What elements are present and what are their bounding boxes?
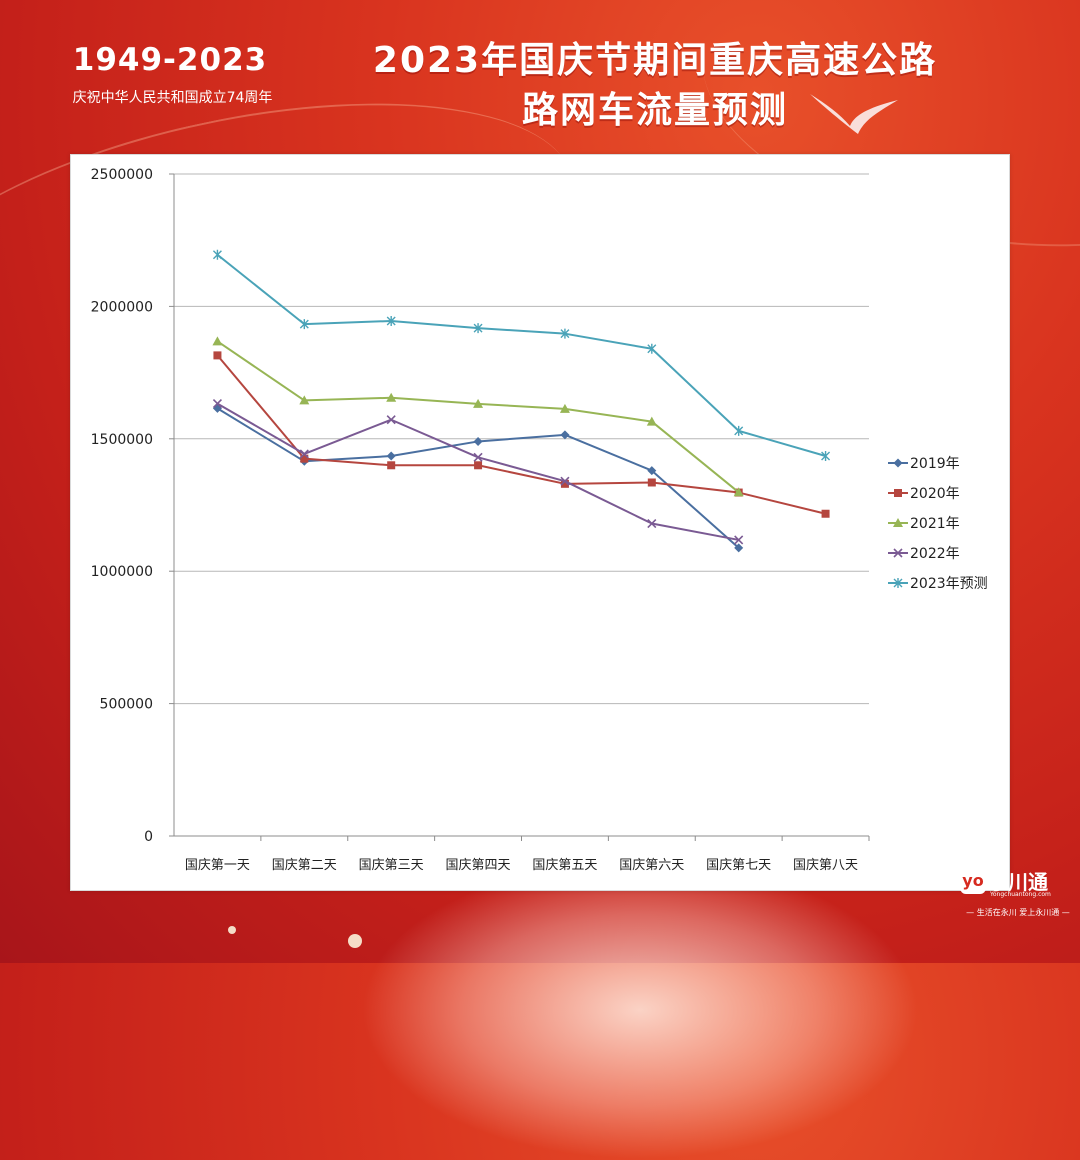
legend-label: 2023年预测	[910, 576, 988, 592]
data-point	[387, 461, 396, 470]
background-glow	[360, 860, 920, 1160]
series-line	[216, 253, 826, 457]
light-dot	[348, 934, 362, 948]
x-tick-label: 国庆第五天	[532, 858, 597, 873]
x-tick-label: 国庆第七天	[706, 858, 771, 873]
data-point	[473, 452, 483, 462]
data-point	[212, 249, 222, 260]
data-point	[300, 454, 309, 463]
data-point	[734, 543, 744, 553]
brand-url: Yongchuantong.com	[990, 891, 1051, 898]
data-point	[821, 509, 830, 518]
x-tick-label: 国庆第一天	[185, 858, 250, 873]
data-point	[647, 466, 657, 476]
series-line	[216, 354, 826, 515]
legend-swatch-marker	[893, 518, 903, 527]
legend-swatch-marker	[893, 578, 903, 588]
data-point	[647, 478, 656, 487]
y-tick-label: 1500000	[91, 432, 153, 448]
y-tick-label: 1000000	[91, 564, 153, 580]
line-chart: 0 500000 1000000 1500000 2000000 2500000 国庆第一天…	[91, 167, 988, 873]
x-tick-label: 国庆第三天	[359, 858, 424, 873]
x-tick-label: 国庆第六天	[619, 858, 684, 873]
data-point	[473, 398, 484, 408]
data-point	[213, 351, 222, 360]
page-title: 2023年国庆节期间重庆高速公路 路网车流量预测	[340, 36, 970, 136]
series-line	[216, 340, 740, 494]
x-tick-label: 国庆第八天	[793, 858, 858, 873]
brand-slogan: — 生活在永川 爱上永川通 —	[966, 908, 1070, 917]
data-point	[299, 449, 309, 459]
data-point	[299, 395, 310, 405]
data-point	[646, 416, 657, 426]
brand-name: 永川通	[988, 870, 1048, 894]
dove-icon	[810, 94, 898, 134]
legend-swatch-marker	[893, 458, 903, 468]
data-point	[821, 451, 831, 462]
chart-panel: 0 500000 1000000 1500000 2000000 2500000 国庆第一天…	[70, 154, 1010, 891]
data-point	[647, 518, 657, 529]
data-point	[560, 476, 570, 486]
data-point	[734, 425, 744, 436]
data-point	[212, 336, 223, 346]
x-tick-label: 国庆第二天	[272, 858, 337, 873]
data-point	[474, 461, 483, 470]
data-point	[560, 328, 570, 339]
data-point	[386, 415, 396, 425]
y-tick-label: 2500000	[91, 167, 153, 183]
legend-swatch-marker	[893, 548, 903, 558]
data-point	[560, 430, 570, 440]
data-point	[733, 487, 744, 497]
y-tick-label: 500000	[100, 697, 153, 713]
data-point	[386, 392, 397, 402]
legend-label: 2022年	[910, 546, 960, 562]
data-point	[299, 319, 309, 330]
data-point	[734, 535, 744, 545]
legend-label: 2021年	[910, 516, 960, 532]
brand-logo[interactable]: yo 永川通 Yongchuantong.com — 生活在永川 爱上永川通 —	[960, 866, 1076, 920]
year-range: 1949-2023	[72, 42, 268, 78]
brand-mark-icon: yo	[960, 868, 986, 894]
data-point	[212, 399, 223, 409]
light-dot	[228, 926, 236, 934]
celebration-subtitle: 庆祝中华人民共和国成立74周年	[72, 90, 273, 106]
data-point	[560, 479, 569, 488]
data-point	[559, 403, 570, 413]
y-tick-label: 0	[144, 829, 153, 845]
legend-label: 2019年	[910, 456, 960, 472]
data-point	[473, 436, 483, 446]
legend-swatch-marker	[894, 489, 902, 497]
legend-label: 2020年	[910, 486, 960, 502]
data-point	[473, 323, 483, 334]
data-point	[386, 451, 396, 461]
y-tick-label: 2000000	[91, 299, 153, 315]
series-line	[216, 402, 739, 541]
data-point	[647, 343, 657, 354]
data-point	[386, 315, 396, 326]
title-line-2: 路网车流量预测	[521, 90, 788, 131]
x-tick-label: 国庆第四天	[446, 858, 511, 873]
title-line-1: 2023年国庆节期间重庆高速公路	[372, 40, 938, 81]
